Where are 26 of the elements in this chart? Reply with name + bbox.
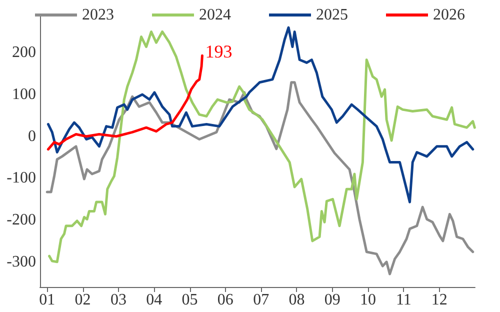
x-tick-label: 11	[396, 292, 412, 308]
legend-label: 2024	[199, 6, 231, 24]
x-tick-label: 05	[182, 292, 198, 308]
y-tick-label: 0	[28, 128, 36, 145]
x-tick-label: 12	[431, 292, 448, 308]
x-tick-label: 09	[324, 292, 340, 308]
y-tick-label: 100	[12, 86, 36, 104]
x-tick-label: 08	[288, 292, 305, 308]
y-tick-label: 200	[12, 44, 36, 62]
line-series	[46, 26, 474, 204]
annotation: 193	[205, 42, 232, 62]
y-tick-label: -200	[6, 212, 36, 229]
x-tick-label: 04	[146, 292, 162, 308]
x-tick-label: 07	[253, 292, 270, 308]
legend-label: 2025	[316, 6, 348, 24]
legend-label: 2026	[433, 6, 465, 24]
x-tick-label: 02	[74, 292, 91, 308]
x-tick-label: 10	[360, 292, 376, 308]
x-tick-label: 03	[110, 292, 126, 308]
line-series	[46, 54, 204, 151]
x-tick-label: 06	[217, 292, 234, 308]
y-tick-label: -300	[6, 253, 36, 270]
line-series	[48, 30, 476, 264]
y-tick-label: -100	[6, 170, 36, 187]
legend-label: 2023	[82, 6, 114, 24]
x-tick-label: 01	[39, 292, 56, 308]
